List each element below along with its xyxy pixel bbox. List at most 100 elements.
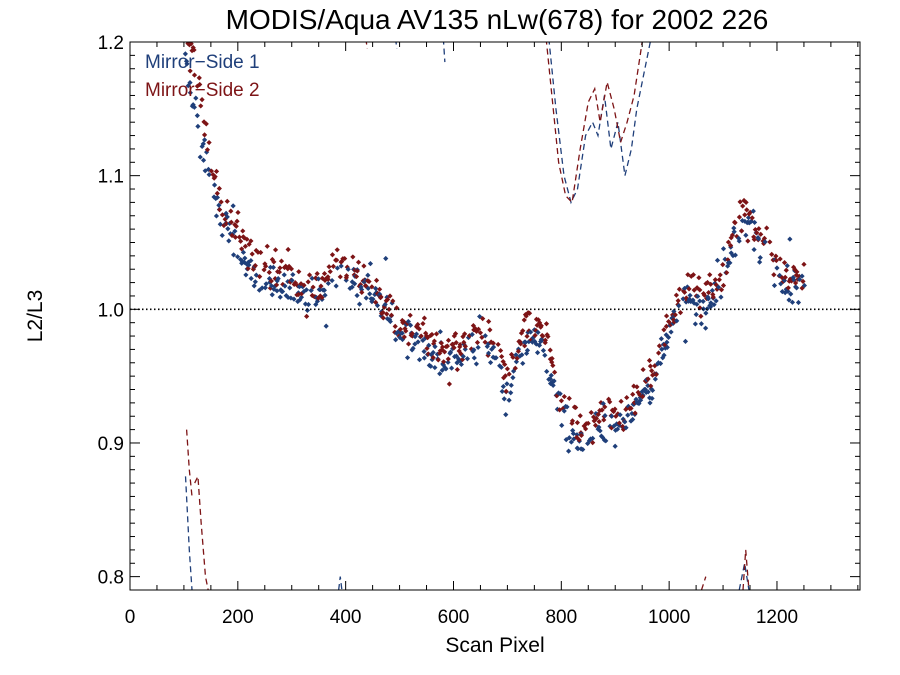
series-2-point	[566, 395, 572, 401]
series-2-point	[502, 373, 508, 379]
series-1-point	[421, 348, 427, 355]
series-1-point	[448, 365, 455, 371]
series-2-point	[741, 197, 747, 204]
series-2-point	[756, 226, 762, 232]
series-1-point	[501, 396, 507, 402]
series-2-point	[273, 282, 280, 288]
series-2-point	[620, 426, 627, 433]
series-2-point	[578, 432, 585, 439]
series-1-point	[473, 361, 480, 367]
series-2-point	[663, 313, 670, 319]
series-2-point	[696, 275, 702, 281]
series-1-point	[539, 337, 546, 343]
series-1-point	[434, 351, 441, 357]
plot-frame	[129, 41, 861, 591]
series-2-point	[596, 418, 602, 425]
series-1-point	[535, 329, 541, 335]
series-2-dashed-line	[700, 576, 707, 590]
series-1-point	[603, 438, 609, 444]
series-2-point	[218, 199, 224, 205]
series-1-point	[598, 433, 605, 439]
series-1-point	[432, 364, 438, 371]
series-1-point	[367, 291, 373, 297]
series-1-point	[251, 283, 257, 289]
series-2-point	[714, 286, 720, 292]
series-2-point	[592, 422, 599, 428]
series-1-point	[269, 292, 275, 298]
series-1-point	[580, 446, 586, 453]
series-2-point	[752, 227, 758, 233]
legend: Mirror−Side 1 Mirror−Side 2	[145, 52, 260, 101]
y-axis-label: L2/L3	[24, 290, 47, 343]
series-2-point	[386, 306, 392, 312]
series-1-point	[554, 406, 561, 412]
series-2-point	[792, 280, 799, 286]
series-2-point	[301, 282, 307, 288]
series-2-point	[252, 263, 258, 269]
series-1-point	[197, 154, 203, 160]
data-points-layer	[182, 42, 808, 454]
series-1-point	[291, 296, 297, 302]
series-2-point	[593, 415, 600, 421]
series-1-point	[711, 302, 717, 308]
series-1-point	[187, 90, 193, 96]
series-2-point	[236, 234, 243, 240]
series-2-point	[441, 349, 448, 355]
series-1-point	[625, 412, 631, 418]
series-2-point	[232, 234, 239, 240]
series-2-point	[298, 291, 305, 297]
series-2-point	[244, 236, 250, 242]
series-2-point	[547, 347, 553, 353]
series-2-point	[380, 309, 386, 316]
series-2-point	[561, 393, 567, 400]
series-1-point	[731, 225, 737, 231]
series-1-point	[757, 255, 763, 261]
series-1-point	[415, 339, 421, 345]
series-2-point	[746, 211, 752, 217]
series-1-point	[349, 284, 355, 290]
series-2-point	[782, 274, 788, 280]
series-1-point	[289, 277, 295, 284]
series-1-point	[248, 275, 254, 282]
series-1-point	[649, 395, 655, 402]
series-2-point	[486, 318, 492, 325]
series-2-point	[577, 413, 583, 419]
series-2-point	[676, 286, 683, 292]
series-1-point	[242, 255, 248, 261]
x-tick-label: 400	[330, 607, 362, 628]
series-1-point	[191, 104, 197, 110]
series-1-point	[313, 301, 319, 308]
series-2-point	[198, 103, 204, 109]
series-1-point	[445, 359, 451, 365]
series-2-point	[543, 321, 550, 327]
series-1-point	[206, 172, 212, 178]
series-1-point	[801, 282, 808, 289]
series-1-point	[694, 301, 700, 307]
series-2-point	[720, 282, 727, 289]
series-2-point	[685, 272, 691, 278]
series-1-point	[540, 347, 547, 354]
series-2-point	[329, 252, 336, 258]
series-1-point	[498, 364, 504, 370]
series-2-point	[424, 334, 431, 341]
series-2-point	[515, 348, 522, 354]
series-1-point	[785, 288, 791, 294]
series-1-point	[248, 257, 254, 264]
series-1-point	[377, 291, 383, 297]
series-1-point	[693, 311, 699, 318]
series-1-point	[270, 264, 276, 270]
series-2-point	[306, 272, 313, 278]
series-1-point	[195, 123, 201, 129]
series-2-point	[640, 366, 646, 373]
series-2-point	[569, 418, 576, 424]
series-1-point	[745, 215, 752, 221]
series-1-point	[575, 446, 581, 452]
series-1-point	[700, 298, 706, 305]
series-2-point	[508, 351, 515, 358]
series-1-point	[285, 294, 291, 301]
series-1-point	[226, 238, 232, 244]
series-1-point	[680, 296, 686, 302]
series-2-point	[305, 279, 311, 285]
series-1-point	[399, 330, 405, 336]
series-1-point	[462, 346, 468, 352]
